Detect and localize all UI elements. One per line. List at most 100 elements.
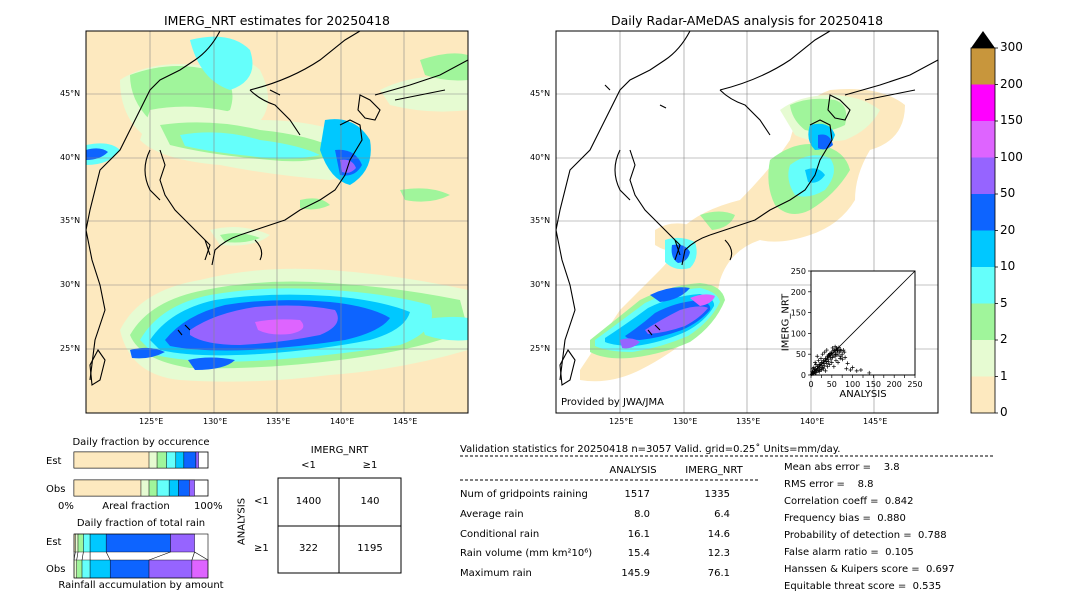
- total-rain-caption: Rainfall accumulation by amount: [58, 580, 224, 591]
- colorbar-label: 1: [1000, 368, 1008, 383]
- scatter-point: [823, 368, 828, 373]
- validation-row-b: 14.6: [707, 529, 730, 540]
- scatter-point: [819, 368, 824, 373]
- colorbar-label: 200: [1000, 76, 1023, 91]
- scatter-x-tick-label: 0: [808, 380, 813, 389]
- colorbar-swatch: [971, 194, 995, 231]
- scatter-point: [835, 348, 840, 353]
- occurrence-segment: [156, 451, 167, 469]
- occurrence-est-label: Est: [46, 456, 62, 467]
- total-rain-frame: [73, 533, 209, 579]
- scatter-x-tick-label: 50: [827, 380, 837, 389]
- right-map-title: Daily Radar-AMeDAS analysis for 20250418: [610, 13, 884, 28]
- colorbar-swatch: [971, 230, 995, 267]
- scatter-point: [840, 357, 845, 362]
- right-lon-130: 130°E: [673, 417, 698, 426]
- validation-row-b: 1335: [704, 489, 730, 500]
- validation-row-label: Average rain: [460, 509, 524, 520]
- colorbar-label: 50: [1000, 186, 1016, 200]
- validation-col-analysis: ANALYSIS: [609, 465, 657, 476]
- left-lat-25: 25°N: [60, 344, 81, 353]
- scatter-point: [848, 368, 853, 373]
- scatter-y-ticks: 0 50 100 150 200 250: [791, 267, 811, 380]
- validation-row-b: 12.3: [707, 548, 730, 559]
- scatter-point: [824, 348, 829, 353]
- score-pod: Probability of detection = 0.788: [784, 530, 947, 541]
- scatter-point: [814, 368, 819, 373]
- scatter-point: [831, 353, 836, 358]
- colorbar-swatch: [971, 303, 995, 340]
- colorbar: [970, 47, 998, 414]
- occurrence-segment: [175, 451, 185, 469]
- total-rain-segment: [105, 533, 171, 553]
- scatter-point: [833, 344, 838, 349]
- validation-row-label: Num of gridpoints raining: [460, 489, 588, 500]
- right-lon-140: 140°E: [800, 417, 825, 426]
- colorbar-swatch: [971, 340, 995, 377]
- total-rain-segment: [76, 559, 83, 579]
- left-map-frame: [85, 30, 469, 414]
- total-rain-segment: [148, 559, 193, 579]
- colorbar-swatch: [971, 48, 995, 85]
- right-lat-30: 30°N: [530, 280, 551, 289]
- scatter-point: [820, 352, 825, 357]
- scatter-point: [811, 371, 816, 376]
- total-rain-connector: [105, 551, 111, 561]
- scatter-point: [822, 350, 827, 355]
- scatter-point: [838, 354, 843, 359]
- total-rain-segment: [170, 533, 195, 553]
- total-rain-obs-label: Obs: [46, 564, 66, 575]
- contingency-col-ge1: ≥1: [362, 460, 378, 471]
- validation-col-imerg: IMERG_NRT: [685, 465, 743, 476]
- scatter-point: [823, 359, 828, 364]
- scatter-point: [836, 353, 841, 358]
- scatter-point: [831, 348, 836, 353]
- total-rain-segment: [191, 559, 209, 579]
- scatter-x-tick-label: 250: [907, 380, 922, 389]
- occurrence-segment: [148, 479, 158, 497]
- scatter-point: [838, 348, 843, 353]
- contingency-row-lt1: <1: [254, 496, 269, 507]
- validation-row-a: 145.9: [621, 568, 650, 579]
- occurrence-segment: [168, 479, 179, 497]
- total-rain-connector: [191, 551, 195, 561]
- scatter-point: [830, 355, 835, 360]
- scatter-point: [833, 358, 838, 363]
- right-map-coastlines: [556, 31, 938, 386]
- scatter-y-tick-label: 200: [791, 288, 806, 297]
- right-lat-35: 35°N: [530, 216, 551, 225]
- occurrence-segment: [189, 479, 195, 497]
- right-lat-45: 45°N: [530, 89, 551, 98]
- score-mae: Mean abs error = 3.8: [784, 462, 900, 473]
- colorbar-label: 300: [1000, 40, 1023, 54]
- contingency-row-header: ANALYSIS: [236, 497, 248, 546]
- total-rain-title: Daily fraction of total rain: [76, 518, 206, 529]
- left-lat-45: 45°N: [60, 89, 81, 98]
- validation-row-a: 8.0: [634, 509, 650, 520]
- scatter-point: [831, 364, 836, 369]
- left-lon-130: 130°E: [203, 417, 228, 426]
- scatter-point: [816, 358, 821, 363]
- total-rain-connector: [148, 551, 171, 561]
- colorbar-label: 20: [1000, 222, 1016, 237]
- colorbar-label: 10: [1000, 259, 1016, 273]
- validation-row-label: Conditional rain: [460, 529, 540, 540]
- right-lon-125: 125°E: [609, 417, 634, 426]
- total-rain-segment: [89, 559, 111, 579]
- scatter-xlabel: ANALYSIS: [839, 389, 887, 400]
- contingency-cell-tp: 1195: [357, 543, 383, 554]
- scatter-point: [819, 363, 824, 368]
- validation-row-b: 6.4: [714, 509, 730, 520]
- validation-row-a: 1517: [624, 489, 650, 500]
- occurrence-segment: [73, 451, 150, 469]
- scatter-point: [836, 345, 841, 350]
- score-frequency-bias: Frequency bias = 0.880: [784, 513, 906, 524]
- scatter-ylabel: IMERG_NRT: [780, 293, 792, 352]
- contingency-cell-fp: 140: [360, 496, 380, 507]
- total-rain-segment: [89, 533, 107, 553]
- scatter-point: [813, 362, 818, 367]
- scatter-y-tick-label: 0: [801, 371, 806, 380]
- total-rain-segment: [75, 533, 79, 553]
- occurrence-segment: [156, 479, 170, 497]
- total-rain-segment: [73, 559, 77, 579]
